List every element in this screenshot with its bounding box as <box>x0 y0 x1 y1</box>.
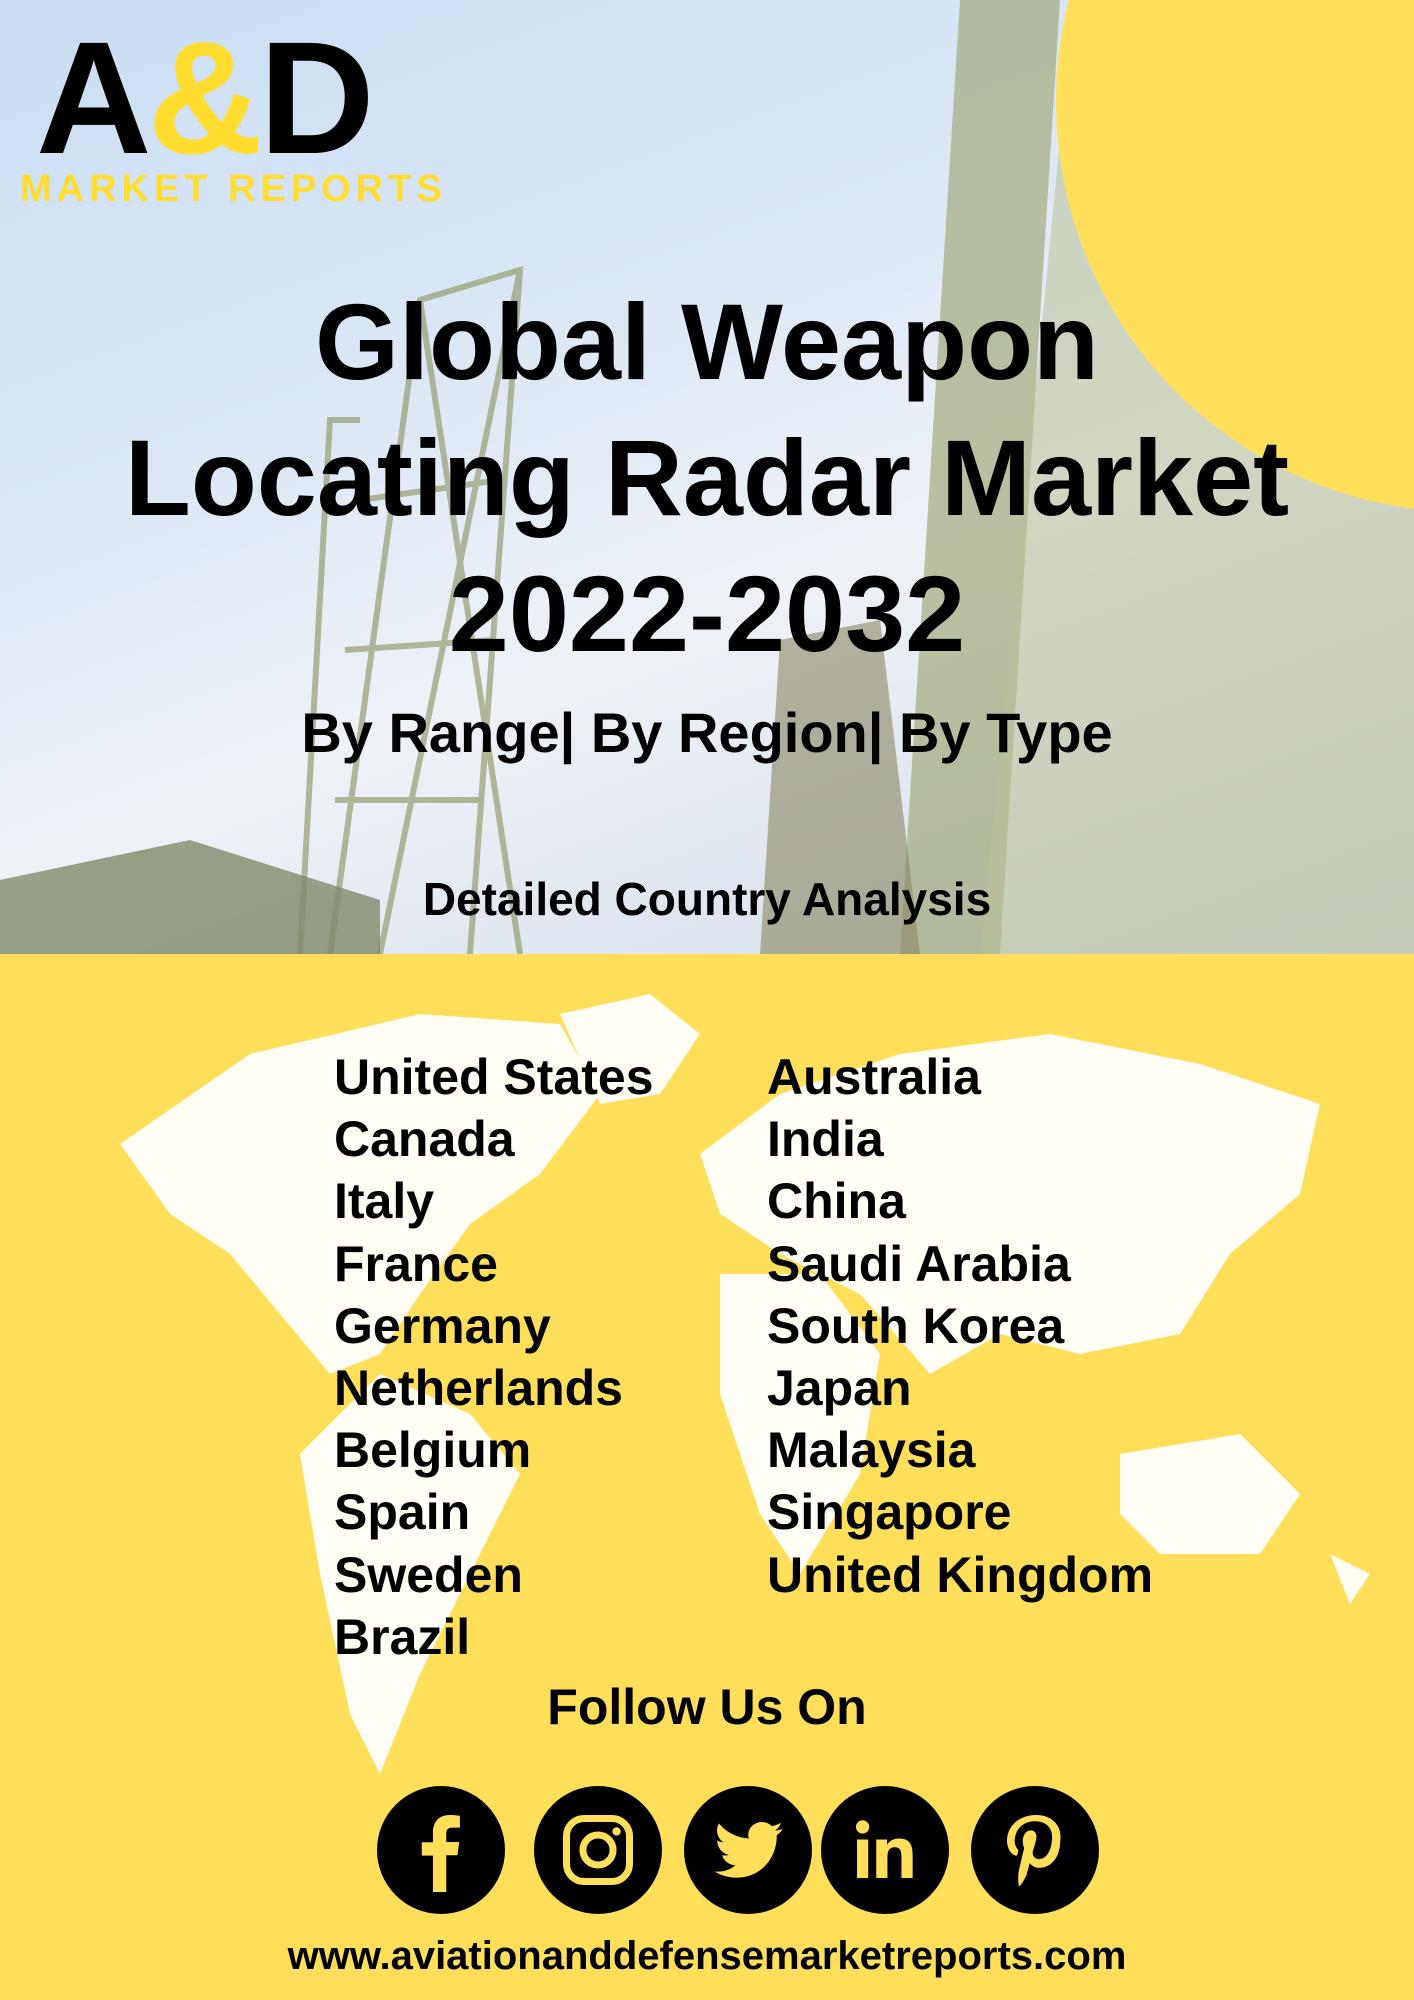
country-item: Netherlands <box>334 1360 623 1417</box>
country-item: India <box>767 1111 884 1168</box>
radar-background-photo <box>0 0 1414 954</box>
pinterest-button[interactable] <box>971 1786 1099 1914</box>
facebook-button[interactable] <box>377 1786 505 1914</box>
country-item: Brazil <box>334 1608 471 1665</box>
country-item: Italy <box>334 1173 435 1230</box>
country-item: Germany <box>334 1297 551 1354</box>
title-line-2: Locating Radar Market <box>124 417 1290 538</box>
country-item: Singapore <box>767 1484 1012 1541</box>
country-item: Spain <box>334 1484 471 1541</box>
country-item: Belgium <box>334 1422 532 1479</box>
twitter-icon <box>714 1821 783 1878</box>
country-item: China <box>767 1173 906 1230</box>
segments-subtitle: By Range| By Region| By Type <box>301 701 1113 764</box>
country-item: United Kingdom <box>767 1546 1154 1603</box>
country-item: United States <box>334 1049 654 1105</box>
website-link[interactable]: www.aviationanddefensemarketreports.com <box>287 1934 1127 1978</box>
twitter-button[interactable] <box>684 1786 812 1914</box>
follow-us-label: Follow Us On <box>547 1679 867 1735</box>
country-item: France <box>334 1235 498 1292</box>
detail-heading: Detailed Country Analysis <box>422 873 992 925</box>
country-item: Japan <box>767 1360 912 1417</box>
instagram-button[interactable] <box>534 1786 662 1914</box>
country-item: Canada <box>334 1111 515 1168</box>
linkedin-button[interactable] <box>821 1786 949 1914</box>
country-item: Sweden <box>334 1546 523 1603</box>
country-item: Saudi Arabia <box>767 1235 1071 1292</box>
instagram-icon <box>563 1815 633 1885</box>
countries-left-column: United States Canada Italy France German… <box>334 1046 654 1668</box>
country-item: South Korea <box>767 1297 1065 1354</box>
countries-right-column: Australia India China Saudi Arabia South… <box>767 1046 1153 1606</box>
country-item: Australia <box>767 1049 981 1105</box>
linkedin-icon <box>855 1820 913 1878</box>
brand-logo: A&D MARKET REPORTS <box>20 8 447 211</box>
facebook-icon <box>421 1815 460 1892</box>
world-map-graphic <box>120 994 1370 1774</box>
pinterest-icon <box>1007 1815 1061 1887</box>
title-line-3: 2022-2032 <box>448 553 966 674</box>
page-title: Global Weapon Locating Radar Market 2022… <box>0 274 1414 682</box>
country-item: Malaysia <box>767 1422 976 1479</box>
title-line-1: Global Weapon <box>314 281 1100 402</box>
